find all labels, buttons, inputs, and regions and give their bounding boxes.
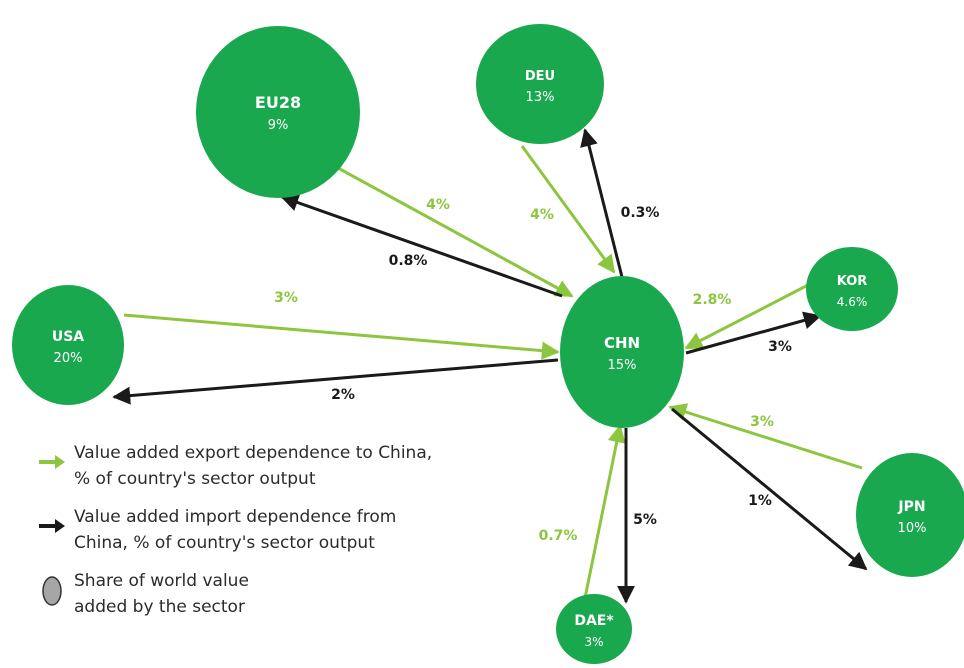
export-value-label-deu: 4%: [530, 207, 554, 223]
node-eu28: EU28 9%: [196, 26, 360, 198]
import-value-label-kor: 3%: [768, 339, 792, 355]
import-arrow-eu28: [280, 193, 563, 298]
node-name-eu28: EU28: [255, 93, 301, 112]
legend-export-text: Value added export dependence to China, …: [74, 443, 433, 489]
node-name-deu: DEU: [525, 69, 555, 84]
export-value-label-usa: 3%: [274, 290, 298, 306]
node-share-eu28: 9%: [268, 118, 289, 133]
export-arrow-kor: [684, 282, 811, 350]
node-name-dae: DAE*: [574, 613, 614, 629]
export-arrow-jpn: [668, 403, 863, 470]
node-name-jpn: JPN: [897, 499, 925, 515]
node-share-deu: 13%: [526, 90, 555, 105]
export-value-label-kor: 2.8%: [693, 292, 732, 308]
node-share-dae: 3%: [584, 635, 603, 649]
grey-circle-icon: [30, 568, 74, 608]
export-arrow-eu28: [337, 166, 574, 298]
node-circle-chn: [560, 276, 684, 428]
node-name-usa: USA: [52, 329, 84, 345]
node-jpn: JPN 10%: [856, 453, 964, 577]
legend-share-text: Share of world value added by the sector: [74, 571, 249, 617]
import-arrow-jpn: [671, 407, 868, 571]
nodes-layer: EU28 9% DEU 13% KOR 4.6% USA 20% CHN 15% JPN 10% DAE…: [12, 24, 964, 664]
node-deu: DEU 13%: [476, 24, 604, 144]
node-share-kor: 4.6%: [837, 295, 868, 309]
export-value-label-jpn: 3%: [750, 414, 774, 430]
node-name-chn: CHN: [604, 334, 640, 352]
import-value-label-usa: 2%: [331, 387, 355, 403]
node-circle-kor: [806, 247, 898, 331]
node-usa: USA 20%: [12, 285, 124, 405]
node-kor: KOR 4.6%: [806, 247, 898, 331]
export-arrow-dae: [583, 424, 626, 599]
export-arrow-usa: [123, 313, 560, 360]
import-arrow-usa: [112, 358, 559, 405]
import-arrow-deu: [580, 128, 624, 278]
node-dae: DAE* 3%: [556, 594, 632, 664]
legend: Value added export dependence to China, …: [30, 440, 470, 632]
import-arrow-kor: [685, 311, 822, 355]
export-arrow-deu: [520, 145, 616, 274]
edge-labels-layer: 4% 0.8% 4% 0.3% 3% 2% 2.8% 3% 3% 1% 0.7% 5%: [274, 197, 792, 544]
node-circle-deu: [476, 24, 604, 144]
black-arrow-icon: [30, 504, 74, 534]
node-name-kor: KOR: [837, 274, 868, 289]
export-value-label-dae: 0.7%: [539, 528, 578, 544]
green-arrow-icon: [30, 440, 74, 470]
node-circle-dae: [556, 594, 632, 664]
import-value-label-dae: 5%: [633, 512, 657, 528]
export-value-label-eu28: 4%: [426, 197, 450, 213]
import-value-label-deu: 0.3%: [621, 205, 660, 221]
legend-export: Value added export dependence to China, …: [30, 440, 470, 492]
node-share-chn: 15%: [608, 358, 637, 373]
node-chn: CHN 15%: [560, 276, 684, 428]
legend-import-text: Value added import dependence from China…: [74, 507, 397, 553]
node-circle-usa: [12, 285, 124, 405]
legend-share: Share of world value added by the sector: [30, 568, 470, 620]
node-share-jpn: 10%: [898, 521, 927, 536]
edges-layer: [112, 128, 868, 604]
node-share-usa: 20%: [54, 351, 83, 366]
import-value-label-eu28: 0.8%: [389, 253, 428, 269]
import-value-label-jpn: 1%: [748, 493, 772, 509]
node-circle-jpn: [856, 453, 964, 577]
legend-import: Value added import dependence from China…: [30, 504, 470, 556]
node-circle-eu28: [196, 26, 360, 198]
